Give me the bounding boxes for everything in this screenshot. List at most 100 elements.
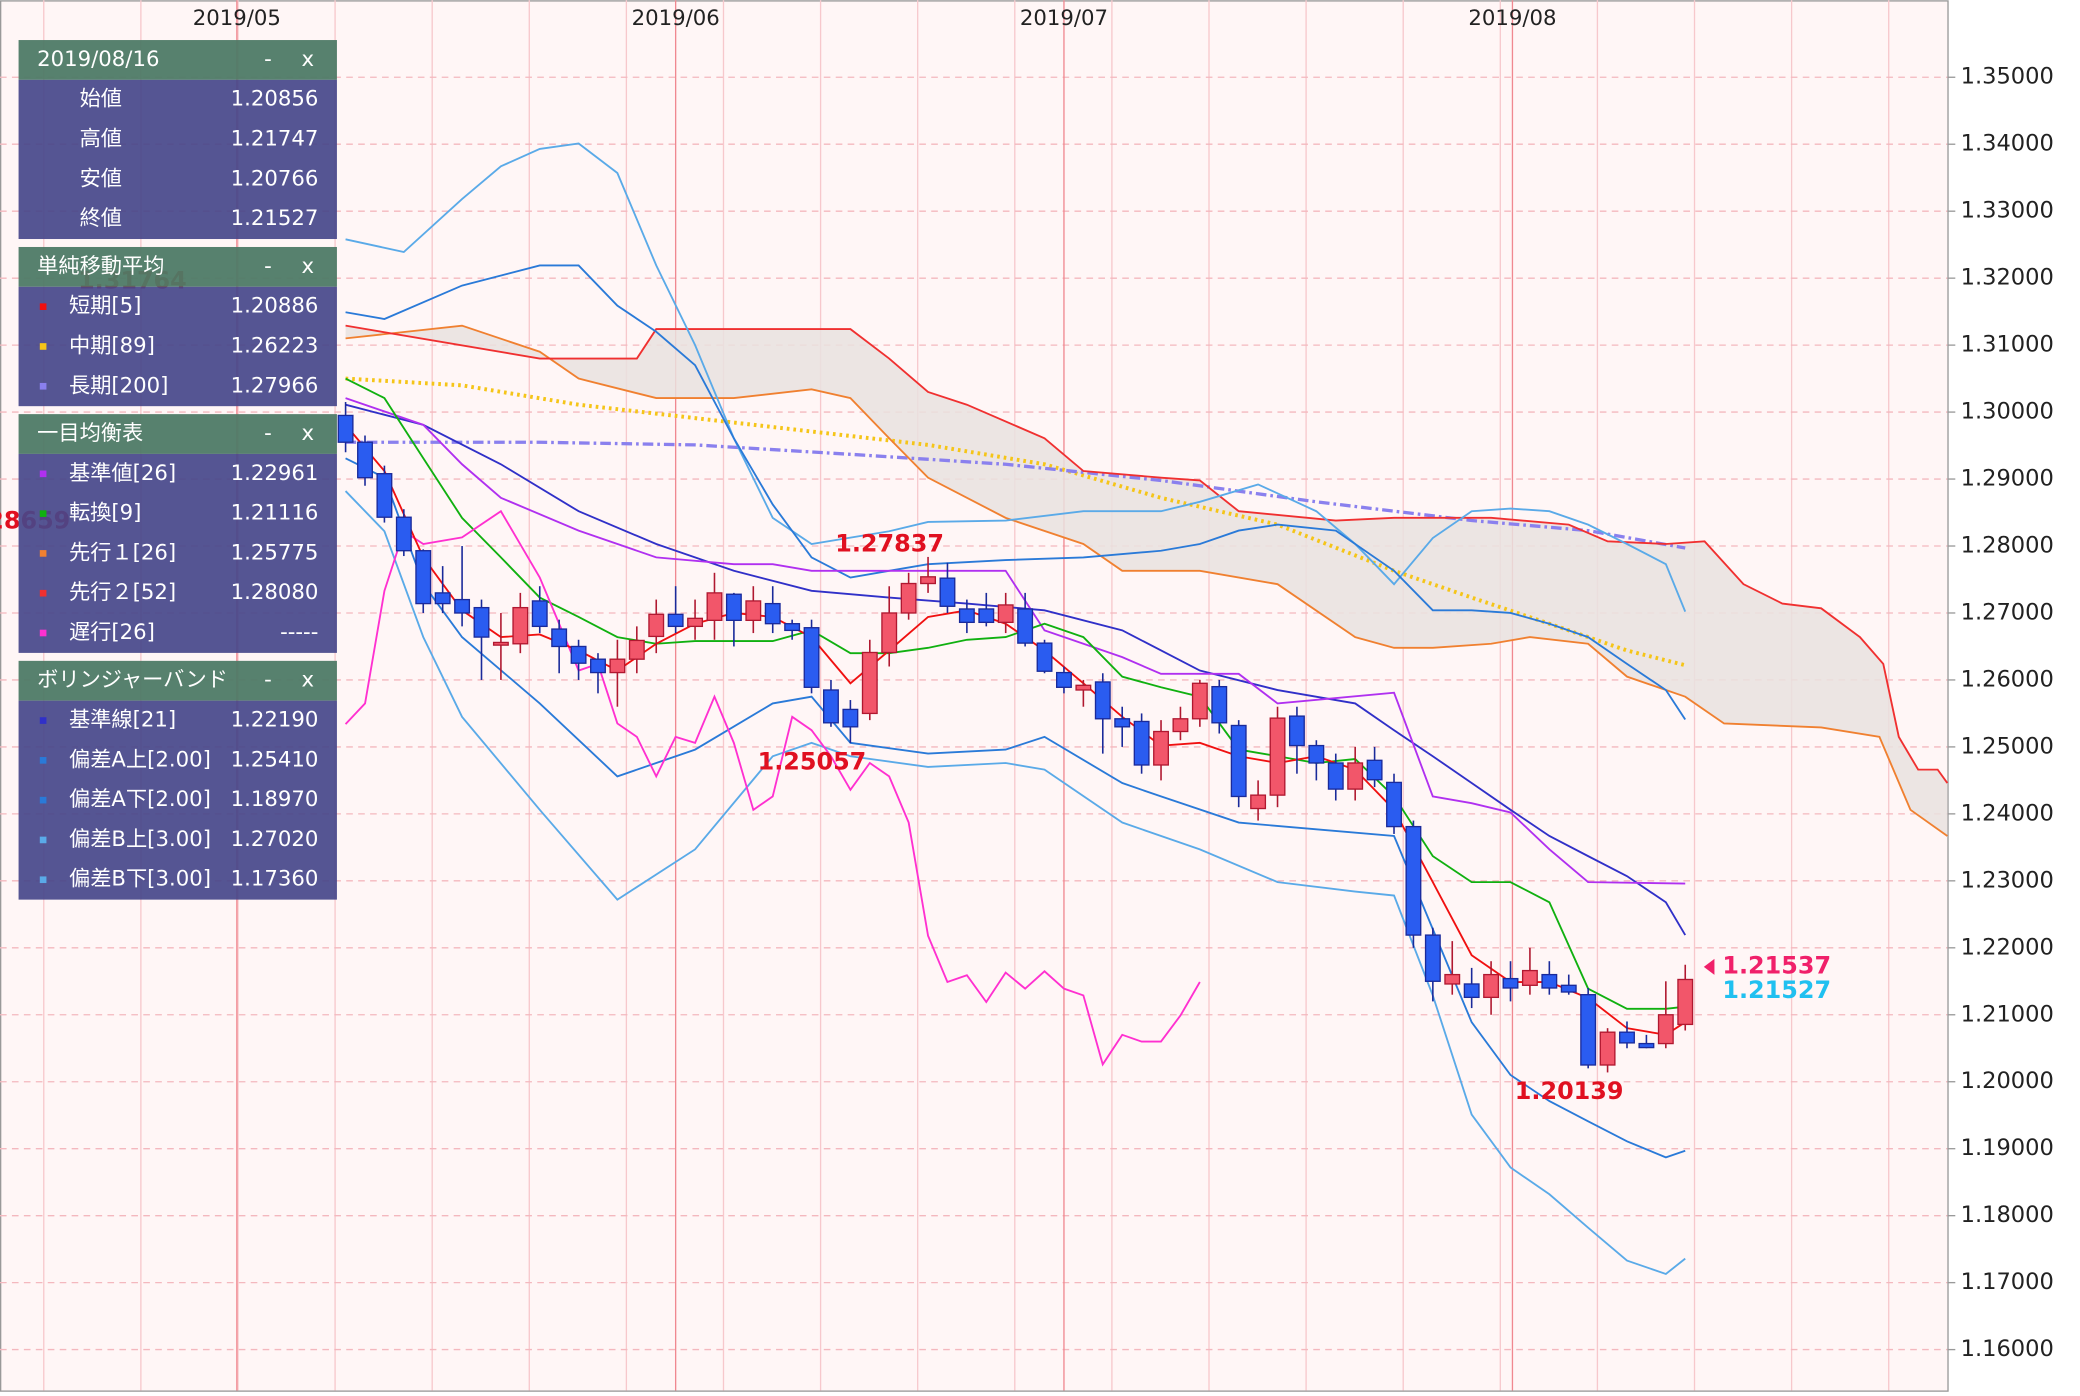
- candle-body: [920, 576, 937, 585]
- candle-body: [415, 550, 432, 605]
- panel-value: 1.27966: [231, 373, 319, 398]
- candle-body: [1133, 720, 1150, 766]
- candle-body: [687, 617, 704, 628]
- panel-value: 1.20766: [231, 166, 319, 191]
- candle-body: [551, 628, 568, 648]
- candle-body: [376, 473, 393, 518]
- candle-body: [1521, 969, 1538, 986]
- panel-body: [18, 700, 337, 900]
- candle-body: [1153, 730, 1169, 766]
- candle-body: [1483, 973, 1500, 999]
- panel-label: 先行１[26]: [69, 540, 176, 565]
- indicator-line: [344, 490, 1686, 1276]
- candle-body: [1094, 681, 1111, 720]
- y-tick-label: 1.34000: [1961, 131, 2054, 157]
- bullet: [39, 343, 47, 350]
- bullet: [39, 757, 47, 764]
- y-tick-label: 1.35000: [1961, 64, 2054, 90]
- candle-body: [1172, 718, 1189, 733]
- bullet: [39, 629, 47, 637]
- candle-body: [1017, 608, 1034, 644]
- candle-body: [1638, 1042, 1655, 1049]
- panel-value: -----: [280, 620, 318, 645]
- candle-body: [1075, 684, 1092, 691]
- y-tick-label: 1.16000: [1961, 1336, 2054, 1362]
- panel-label: 転換[9]: [69, 501, 141, 526]
- panel-button[interactable]: x: [301, 47, 314, 72]
- y-tick-label: 1.28000: [1961, 533, 2054, 559]
- candle-body: [434, 592, 451, 605]
- candle-body: [939, 577, 956, 607]
- indicator-line: [345, 324, 1949, 784]
- panel-button[interactable]: -: [264, 668, 272, 693]
- candle-body: [842, 708, 859, 728]
- indicator-line: [345, 142, 1687, 612]
- candle-body: [1250, 794, 1267, 810]
- indicator-line: [345, 264, 1687, 721]
- candle-body: [1269, 717, 1286, 796]
- candle-body: [531, 600, 548, 628]
- panel-button[interactable]: -: [264, 47, 272, 72]
- panel-value: 1.28080: [231, 580, 319, 605]
- indicator-line: [345, 324, 1948, 837]
- bullet: [39, 796, 47, 804]
- panel-header: [18, 414, 337, 454]
- panel-value: 1.20856: [231, 87, 319, 112]
- y-tick-label: 1.21000: [1961, 1001, 2054, 1027]
- bullet: [39, 303, 47, 310]
- panel-label: 偏差B上[3.00]: [69, 827, 211, 852]
- candle-body: [512, 606, 529, 645]
- panel-label: 基準線[21]: [69, 708, 176, 733]
- candle-body: [823, 689, 839, 724]
- y-tick-label: 1.22000: [1961, 934, 2054, 960]
- y-tick-label: 1.25000: [1961, 733, 2054, 759]
- last-price: 1.21527: [1722, 976, 1831, 1004]
- y-tick-label: 1.33000: [1961, 198, 2054, 224]
- y-tick-label: 1.19000: [1961, 1135, 2054, 1161]
- panel-label: 高値: [80, 127, 122, 152]
- bullet: [39, 550, 47, 557]
- candle-body: [1288, 715, 1305, 747]
- panel-label: 短期[5]: [69, 294, 141, 319]
- candle-body: [1366, 759, 1383, 781]
- y-tick-label: 1.17000: [1961, 1269, 2054, 1295]
- panel-label: 基準値[26]: [69, 461, 176, 486]
- panel-button[interactable]: x: [301, 421, 314, 446]
- panel-button[interactable]: -: [264, 254, 272, 279]
- candle-body: [1211, 685, 1228, 724]
- panel-label: 長期[200]: [69, 373, 168, 398]
- indicator-line: [345, 397, 1686, 885]
- candle-body: [648, 613, 665, 638]
- panel-title: 単純移動平均: [37, 254, 164, 279]
- last-price: 1.21537: [1722, 951, 1831, 979]
- panel-label: 遅行[26]: [69, 620, 155, 645]
- candle-body: [1327, 762, 1344, 790]
- candle-body: [1657, 1014, 1674, 1045]
- extreme-label: 1.27837: [835, 529, 944, 557]
- candle-body: [958, 608, 975, 624]
- candle-body: [1405, 825, 1422, 936]
- candle-body: [978, 608, 995, 624]
- panel-button[interactable]: -: [264, 421, 272, 446]
- panel-title: 2019/08/16: [37, 47, 159, 72]
- panel-label: 偏差A上[2.00]: [69, 747, 211, 772]
- panel-value: 1.21527: [231, 206, 319, 231]
- extreme-label: 1.20139: [1515, 1077, 1624, 1105]
- panel-value: 1.17360: [231, 867, 319, 892]
- candle-body: [337, 414, 354, 443]
- bullet: [39, 470, 47, 478]
- panel-header: [18, 246, 337, 287]
- panel-value: 1.20886: [231, 294, 319, 319]
- y-tick-label: 1.24000: [1961, 800, 2054, 826]
- candle-body: [590, 658, 606, 674]
- y-tick-label: 1.23000: [1961, 867, 2054, 893]
- panel-label: 安値: [80, 166, 122, 191]
- candle-body: [1114, 718, 1131, 728]
- candle-body: [609, 658, 626, 674]
- candle-body: [784, 623, 801, 632]
- panel-button[interactable]: x: [301, 668, 314, 693]
- candle-body: [454, 598, 471, 614]
- y-tick-label: 1.30000: [1961, 399, 2054, 425]
- panel-button[interactable]: x: [301, 254, 314, 279]
